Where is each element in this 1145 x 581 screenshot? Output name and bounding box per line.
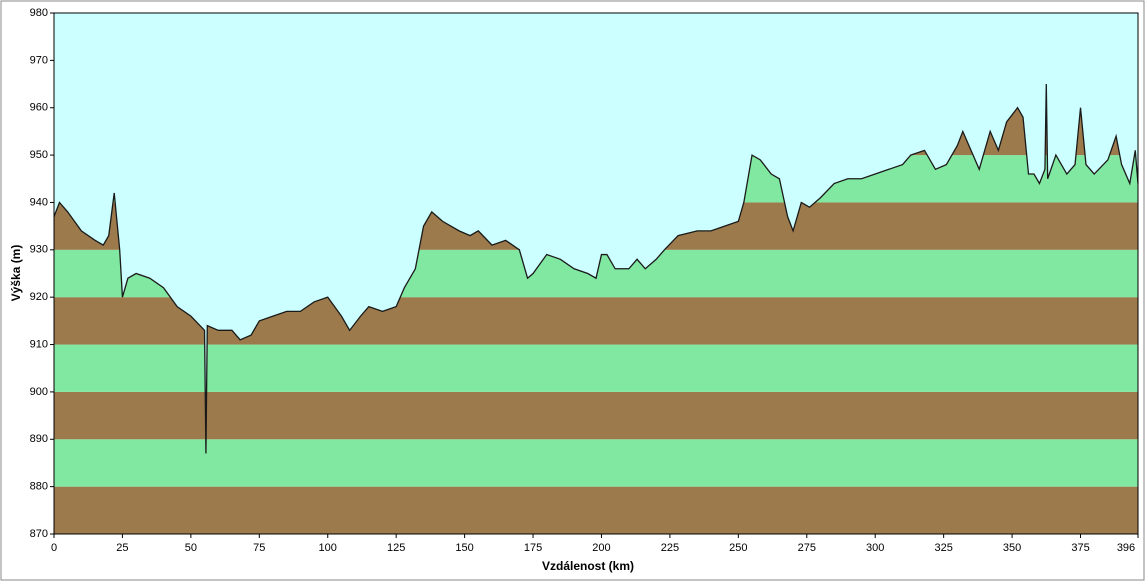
x-tick-label: 275 <box>798 542 816 554</box>
x-tick-label: 150 <box>455 542 473 554</box>
plot-border <box>53 12 1139 535</box>
x-tick-label: 375 <box>1071 542 1089 554</box>
x-tick-label: 300 <box>866 542 884 554</box>
y-tick-label: 960 <box>30 102 48 114</box>
y-tick-label: 950 <box>30 149 48 161</box>
y-tick-label: 980 <box>30 7 48 19</box>
y-tick-label: 970 <box>30 54 48 66</box>
y-axis-title: Výška (m) <box>9 245 23 302</box>
x-tick-label: 50 <box>185 542 197 554</box>
x-axis-title: Vzdálenost (km) <box>542 559 634 573</box>
elevation-band <box>54 391 1138 440</box>
y-tick-label: 940 <box>30 196 48 208</box>
sky <box>54 13 1138 454</box>
x-tick-label: 75 <box>253 542 265 554</box>
y-tick-label: 930 <box>30 244 48 256</box>
terrain-line <box>53 84 1139 454</box>
x-tick-label: 225 <box>661 542 679 554</box>
y-tick-label: 890 <box>30 433 48 445</box>
x-tick-label: 396 <box>1117 542 1135 554</box>
y-tick-label: 870 <box>30 528 48 540</box>
x-tick-label: 100 <box>319 542 337 554</box>
x-tick-label: 250 <box>729 542 747 554</box>
x-tick-label: 175 <box>524 542 542 554</box>
y-tick-label: 910 <box>30 338 48 350</box>
x-tick-label: 200 <box>592 542 610 554</box>
x-tick-label: 25 <box>116 542 128 554</box>
y-tick-label: 920 <box>30 291 48 303</box>
elevation-band <box>54 344 1138 392</box>
y-tick-label: 900 <box>30 386 48 398</box>
x-tick-label: 125 <box>387 542 405 554</box>
elevation-band <box>54 439 1138 487</box>
x-tick-label: 325 <box>934 542 952 554</box>
x-tick-label: 0 <box>51 542 57 554</box>
x-tick-label: 350 <box>1003 542 1021 554</box>
y-tick-label: 880 <box>30 481 48 493</box>
elevation-band <box>54 486 1138 534</box>
